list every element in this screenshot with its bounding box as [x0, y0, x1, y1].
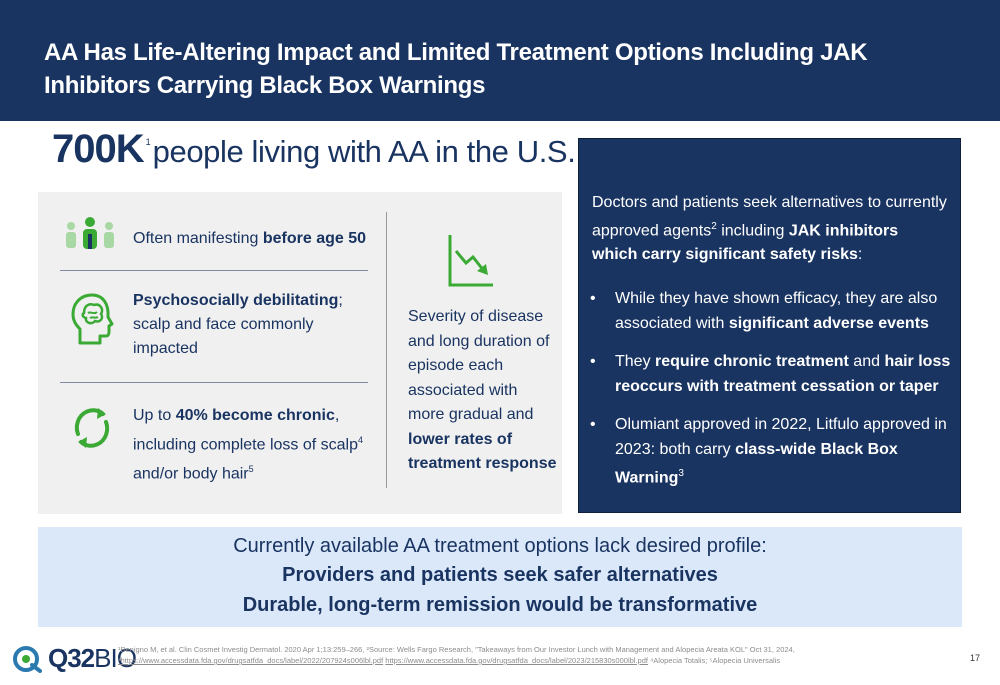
summary-line-3: Durable, long-term remission would be tr… [242, 594, 758, 616]
right-intro: Doctors and patients seek alternatives t… [592, 194, 947, 264]
head-brain-icon [71, 293, 114, 345]
stat-text: people living with AA in the U.S. [152, 134, 576, 169]
footnote-line-2: ³https://www.accessdata.fda.gov/drugsatf… [118, 656, 781, 665]
bullet-item: • They require chronic treatment and hair… [590, 350, 955, 399]
page-title: AA Has Life-Altering Impact and Limited … [44, 39, 868, 99]
bullet-mark: • [590, 290, 596, 307]
divider-2 [60, 382, 368, 383]
summary-band [38, 527, 962, 627]
summary-line-1: Currently available AA treatment options… [233, 535, 767, 557]
footnote-link-1[interactable]: ³https://www.accessdata.fda.gov/drugsatf… [118, 656, 384, 665]
stat-value: 700K [52, 127, 145, 171]
left-panel [38, 192, 562, 514]
item-psychosocial: Psychosocially debilitating; scalp and f… [133, 292, 343, 357]
headline-stat: 700K 1people living with AA in the U.S. [52, 127, 576, 177]
page-number: 17 [970, 653, 981, 663]
company-logo-text: Q32BIO [48, 643, 137, 673]
summary-line-2: Providers and patients seek safer altern… [282, 564, 718, 586]
divider-1 [60, 270, 368, 271]
decline-chart-icon [448, 235, 493, 287]
stat-footnote: 1 [145, 137, 151, 147]
footnotes: ¹Benigno M, et al. Clin Cosmet Investig … [118, 644, 928, 666]
refresh-arrows-icon [74, 408, 110, 448]
footnote-line-1: ¹Benigno M, et al. Clin Cosmet Investig … [118, 645, 795, 654]
vertical-divider [386, 212, 387, 488]
bullet-mark: • [590, 353, 596, 370]
middle-text: Severity of disease and long duration of… [408, 308, 557, 472]
bullet-mark: • [590, 416, 596, 433]
people-icon [66, 217, 114, 249]
q32-logo-icon [13, 646, 42, 673]
item-age: Often manifesting before age 50 [133, 230, 366, 247]
bullet-item: • Olumiant approved in 2022, Litfulo appr… [590, 413, 955, 491]
bullet-item: • While they have shown efficacy, they ar… [590, 287, 955, 336]
header-bar: AA Has Life-Altering Impact and Limited … [0, 0, 1000, 121]
right-panel [578, 138, 961, 513]
footnote-link-2[interactable]: https://www.accessdata.fda.gov/drugsatfd… [385, 656, 648, 665]
right-bullet-list: • While they have shown efficacy, they ar… [590, 287, 955, 505]
item-chronic: Up to 40% become chronic, including comp… [133, 407, 364, 483]
